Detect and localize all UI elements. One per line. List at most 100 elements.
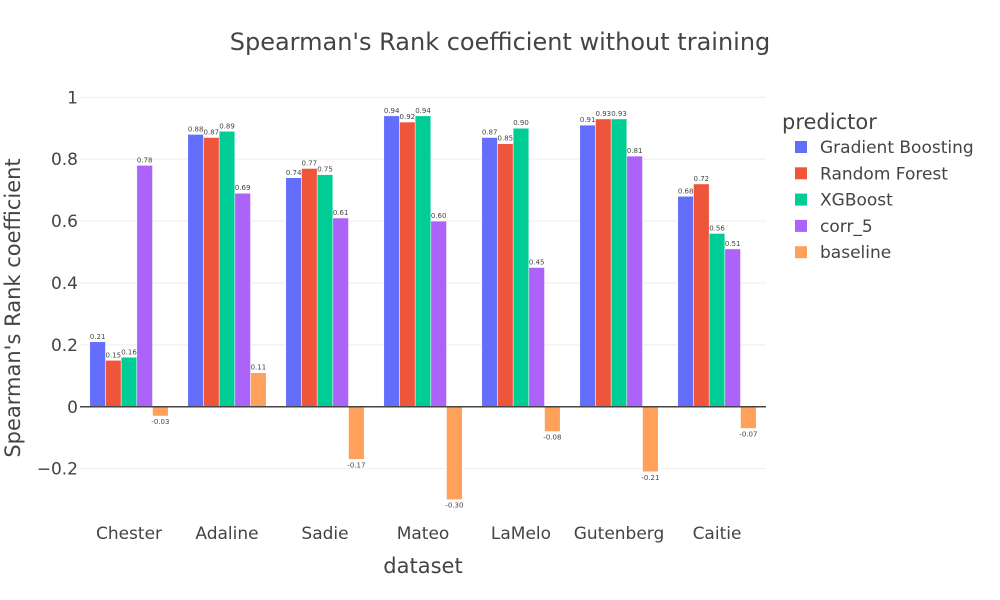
- data-label: 0.74: [286, 169, 302, 177]
- data-label: 0.89: [219, 122, 235, 130]
- data-label: 0.87: [482, 129, 498, 137]
- bar: [544, 406, 561, 432]
- bar: [642, 406, 659, 473]
- bar: [677, 196, 694, 408]
- data-label: 0.94: [415, 107, 431, 115]
- data-label: 0.77: [302, 159, 318, 167]
- bar: [203, 137, 220, 408]
- data-label: 0.21: [90, 333, 106, 341]
- data-label: 0.87: [204, 129, 220, 137]
- data-label: 0.68: [678, 187, 694, 195]
- y-tick-label: 0: [67, 398, 78, 418]
- data-label: 0.15: [106, 351, 122, 359]
- bar: [301, 168, 318, 408]
- data-label: 0.11: [251, 364, 267, 372]
- data-label: 0.69: [235, 184, 251, 192]
- x-tick-label: Caitie: [693, 524, 742, 544]
- data-label: 0.94: [384, 107, 400, 115]
- bar: [414, 115, 432, 408]
- legend-item-label: corr_5: [820, 217, 873, 237]
- y-axis-ticks: −0.2 0 0.2 0.4 0.6 0.8 1: [37, 88, 78, 479]
- data-label: 0.45: [529, 259, 545, 267]
- legend: predictor Gradient Boosting Random Forest…: [782, 110, 974, 263]
- legend-item-label: XGBoost: [820, 191, 893, 211]
- data-label: 0.61: [333, 209, 349, 217]
- data-label: 0.93: [611, 110, 627, 118]
- x-tick-label: Adaline: [195, 524, 258, 544]
- data-label: -0.07: [739, 430, 757, 438]
- bar: [399, 121, 416, 408]
- data-label: -0.17: [347, 461, 365, 469]
- y-tick-label: 0.2: [51, 336, 78, 356]
- bar: [724, 248, 741, 408]
- bar: [610, 118, 628, 408]
- legend-swatch: [795, 219, 807, 232]
- bar: [626, 155, 643, 408]
- y-tick-label: 0.8: [51, 150, 78, 170]
- y-tick-label: −0.2: [37, 460, 78, 480]
- x-axis-ticks: Chester Adaline Sadie Mateo LaMelo Gutenberg C…: [96, 524, 741, 544]
- y-tick-label: 0.6: [51, 212, 78, 232]
- x-tick-label: Gutenberg: [574, 524, 665, 544]
- data-label: 0.51: [725, 240, 741, 248]
- legend-item-label: baseline: [820, 243, 891, 263]
- bars: [89, 115, 757, 500]
- data-label: 0.78: [137, 156, 153, 164]
- bar: [740, 406, 757, 429]
- bar: [446, 406, 463, 500]
- legend-swatch: [795, 246, 807, 259]
- data-label: 0.91: [580, 116, 596, 124]
- bar: [316, 174, 334, 408]
- data-label: 0.16: [121, 348, 137, 356]
- x-tick-label: Chester: [96, 524, 162, 544]
- y-axis-title: Spearman's Rank coefficient: [1, 158, 25, 457]
- bar: [285, 177, 302, 408]
- chart-title: Spearman's Rank coefficient without trai…: [230, 28, 771, 56]
- data-label: -0.30: [445, 502, 463, 510]
- data-label: -0.21: [641, 474, 659, 482]
- data-label: 0.60: [431, 212, 447, 220]
- data-label: 0.88: [188, 125, 204, 133]
- legend-swatch: [795, 193, 807, 206]
- bar: [187, 134, 204, 408]
- data-label: 0.72: [694, 175, 710, 183]
- bar: [512, 127, 530, 408]
- data-label: 0.85: [498, 135, 514, 143]
- bar: [693, 183, 710, 408]
- data-label: -0.03: [151, 418, 169, 426]
- bar: [383, 115, 400, 408]
- y-tick-label: 1: [67, 88, 78, 108]
- data-label: 0.90: [513, 119, 529, 127]
- legend-swatch: [795, 167, 807, 180]
- bar: [332, 217, 349, 408]
- legend-item-label: Gradient Boosting: [820, 138, 974, 158]
- data-label: 0.81: [627, 147, 643, 155]
- bar: [152, 406, 169, 417]
- bar: [528, 267, 545, 408]
- data-label: 0.92: [400, 113, 416, 121]
- x-tick-label: LaMelo: [491, 524, 551, 544]
- data-labels: 0.210.15 0.160.78-0.030.88 0.870.890.690.1…: [90, 107, 758, 510]
- bar: [218, 131, 236, 408]
- bar: [579, 124, 596, 408]
- x-axis-title: dataset: [383, 554, 462, 578]
- bar: [595, 118, 612, 408]
- bar: [481, 137, 498, 408]
- x-tick-label: Sadie: [301, 524, 348, 544]
- bar: [105, 360, 122, 408]
- bar: [430, 220, 447, 408]
- data-label: 0.75: [317, 166, 333, 174]
- bar: [234, 192, 251, 408]
- legend-swatch: [795, 141, 807, 153]
- data-label: 0.56: [709, 224, 725, 232]
- legend-item-label: Random Forest: [820, 164, 948, 184]
- bar: [348, 406, 365, 460]
- bar: [708, 233, 726, 408]
- bar: [250, 372, 267, 408]
- bar: [497, 143, 514, 408]
- bar: [136, 165, 153, 408]
- y-tick-label: 0.4: [51, 274, 78, 294]
- data-label: -0.08: [543, 434, 561, 442]
- data-label: 0.93: [596, 110, 612, 118]
